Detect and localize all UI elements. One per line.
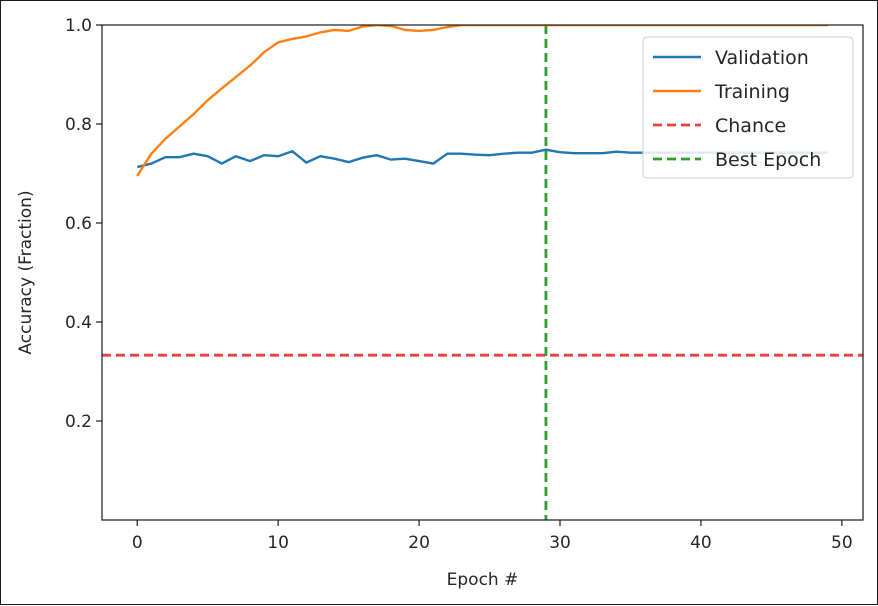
y-tick-label: 0.6: [65, 214, 92, 234]
legend-label-best-epoch: Best Epoch: [715, 149, 821, 171]
legend-label-chance: Chance: [715, 115, 786, 137]
x-tick-label: 20: [408, 533, 430, 553]
x-tick-label: 30: [549, 533, 571, 553]
y-tick-label: 0.8: [65, 115, 92, 135]
axes: 0 10 20 30 40 50 0.2 0.4 0.6 0.8 1.0: [65, 16, 864, 553]
legend-label-training: Training: [714, 81, 790, 103]
y-tick-label: 0.2: [65, 412, 92, 432]
x-axis-title: Epoch #: [447, 570, 519, 590]
legend-label-validation: Validation: [715, 47, 809, 69]
y-axis-title: Accuracy (Fraction): [16, 190, 36, 354]
x-tick-label: 0: [132, 533, 143, 553]
y-tick-label: 1.0: [65, 16, 92, 36]
x-tick-label: 50: [831, 533, 853, 553]
training-series-line: [136, 25, 828, 177]
plot-frame: [101, 24, 864, 521]
legend: Validation Training Chance Best Epoch: [642, 36, 854, 179]
y-tick-label: 0.4: [65, 313, 92, 333]
x-tick-label: 10: [267, 533, 289, 553]
legend-box: [642, 36, 854, 179]
x-tick-label: 40: [690, 533, 712, 553]
